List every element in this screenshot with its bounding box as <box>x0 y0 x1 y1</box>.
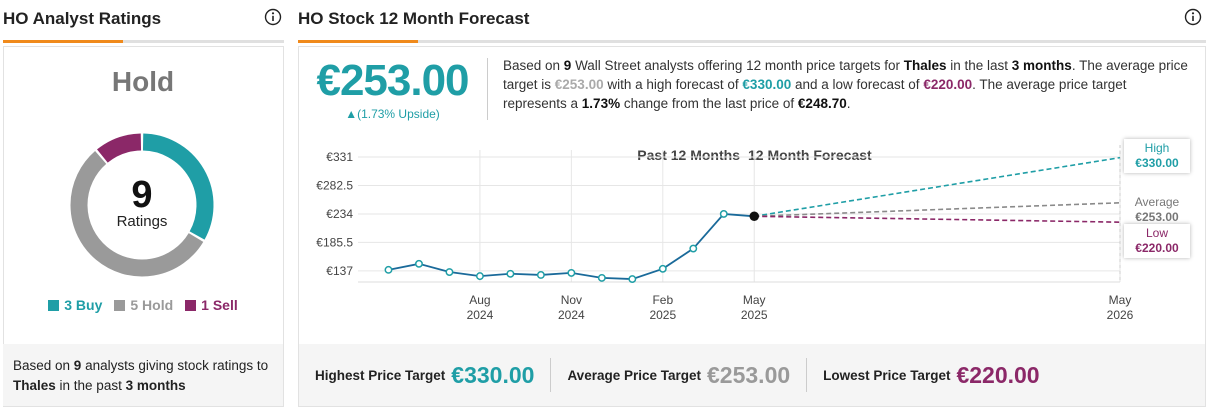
y-tick-label: €137 <box>326 264 353 278</box>
y-tick-label: €234 <box>326 207 353 221</box>
text-run: . The average price target represents a <box>503 77 1127 111</box>
text-run: 1.73% <box>581 96 621 111</box>
info-icon[interactable] <box>264 8 282 26</box>
average-price: €253.00 <box>316 56 469 105</box>
text-run: with a high forecast of <box>603 77 743 92</box>
history-point <box>597 273 606 282</box>
legend-swatch <box>114 300 126 311</box>
history-point <box>445 268 454 276</box>
callout-name: Low <box>1145 226 1168 240</box>
forecast-line <box>754 215 1121 223</box>
x-tick-label: Aug 2024 <box>467 293 494 322</box>
text-run: €248.70 <box>797 96 847 111</box>
history-point <box>384 265 393 274</box>
donut-segment <box>142 133 214 240</box>
text-run: 3 months <box>1011 58 1072 73</box>
x-tick-label: Feb 2025 <box>649 293 676 322</box>
text-run: €330.00 <box>742 77 792 92</box>
chart-subtitle: Past 12 Months <box>637 147 740 163</box>
text-run: change from the last price of <box>620 96 798 111</box>
text-run: analysts giving stock ratings to <box>81 358 269 373</box>
legend-label: 1 Sell <box>201 297 238 313</box>
ratings-footer: Based on 9 analysts giving stock ratings… <box>3 344 283 406</box>
donut-label: Ratings <box>117 213 168 230</box>
text-run: 9 <box>73 358 82 373</box>
donut-segment <box>70 151 204 277</box>
low-callout: Low €220.00 <box>1124 224 1190 258</box>
chart-subtitle: 12 Month Forecast <box>748 147 872 163</box>
high-callout: High €330.00 <box>1124 139 1190 173</box>
legend-swatch <box>48 300 60 311</box>
y-tick-label: €185.5 <box>316 235 353 249</box>
tab-bar <box>3 40 284 43</box>
text-run: in the last <box>946 58 1012 73</box>
consensus: Hold <box>111 66 175 97</box>
callout-value: €220.00 <box>1135 241 1179 255</box>
x-tick-label: May 2026 <box>1107 293 1134 322</box>
history-point <box>628 275 637 284</box>
target: Lowest Price Target €220.00 <box>807 358 1055 392</box>
history-point <box>689 244 698 253</box>
text-run: Thales <box>903 58 947 73</box>
history-point <box>415 259 423 268</box>
history-point <box>475 272 484 281</box>
ratings-title: HO Analyst Ratings <box>3 9 162 28</box>
text-run: and a low forecast of <box>791 77 924 92</box>
text-run: €253.00 <box>554 77 604 92</box>
text-run: Wall Street analysts offering 12 month p… <box>571 58 904 73</box>
target-value: €330.00 <box>451 361 535 388</box>
callout-value: €330.00 <box>1135 156 1179 170</box>
description: Based on 9 Wall Street analysts offering… <box>503 56 1193 113</box>
forecast-line <box>754 156 1121 218</box>
text-run: 9 <box>563 58 572 73</box>
donut-segment <box>97 133 142 163</box>
upside: ▲(1.73% Upside) <box>345 107 440 121</box>
y-tick-label: €331 <box>326 150 353 164</box>
history-point <box>719 209 728 218</box>
x-tick-label: Nov 2024 <box>558 293 585 322</box>
callout-name: Average <box>1134 195 1180 209</box>
targets-bar: Highest Price Target €330.00 Average Price… <box>299 344 1205 406</box>
target-label: Lowest Price Target <box>823 367 951 383</box>
average-callout: Average €253.00 <box>1124 193 1190 227</box>
legend: 3 Buy 5 Hold 1 Sell <box>3 297 283 313</box>
info-icon[interactable] <box>1184 8 1202 26</box>
forecast-line <box>754 202 1121 218</box>
history-point <box>506 269 515 278</box>
history-point <box>658 264 667 273</box>
target: Highest Price Target €330.00 <box>299 358 552 392</box>
legend-item: 5 Hold <box>114 297 173 313</box>
text-run: . The average price target is <box>503 58 1188 92</box>
text-run: €220.00 <box>923 77 973 92</box>
x-tick-label: May 2025 <box>741 293 768 322</box>
target-value: €220.00 <box>956 361 1040 388</box>
history-point <box>536 271 545 279</box>
y-tick-label: €282.5 <box>316 178 353 192</box>
donut-total: 9 <box>131 174 152 216</box>
text-run: Thales <box>13 378 56 393</box>
legend-label: 5 Hold <box>130 297 174 313</box>
callout-name: High <box>1144 141 1170 155</box>
legend-label: 3 Buy <box>64 297 103 313</box>
text-run: Based on <box>503 58 564 73</box>
history-point <box>749 211 759 222</box>
text-run: Based on <box>13 358 74 373</box>
callout-value: €253.00 <box>1135 210 1179 224</box>
text-run: . <box>846 96 851 111</box>
legend-item: 3 Buy <box>48 297 102 313</box>
legend-swatch <box>185 300 197 311</box>
text-run: 3 months <box>125 378 186 393</box>
target-label: Highest Price Target <box>315 367 446 383</box>
forecast-title: HO Stock 12 Month Forecast <box>298 9 530 28</box>
history-point <box>567 268 576 277</box>
target-value: €253.00 <box>707 361 791 388</box>
text-run: in the past <box>55 378 126 393</box>
target-label: Average Price Target <box>567 367 702 383</box>
tab-bar <box>298 40 1206 43</box>
separator <box>487 58 488 120</box>
target: Average Price Target €253.00 <box>551 358 808 392</box>
legend-item: 1 Sell <box>185 297 238 313</box>
